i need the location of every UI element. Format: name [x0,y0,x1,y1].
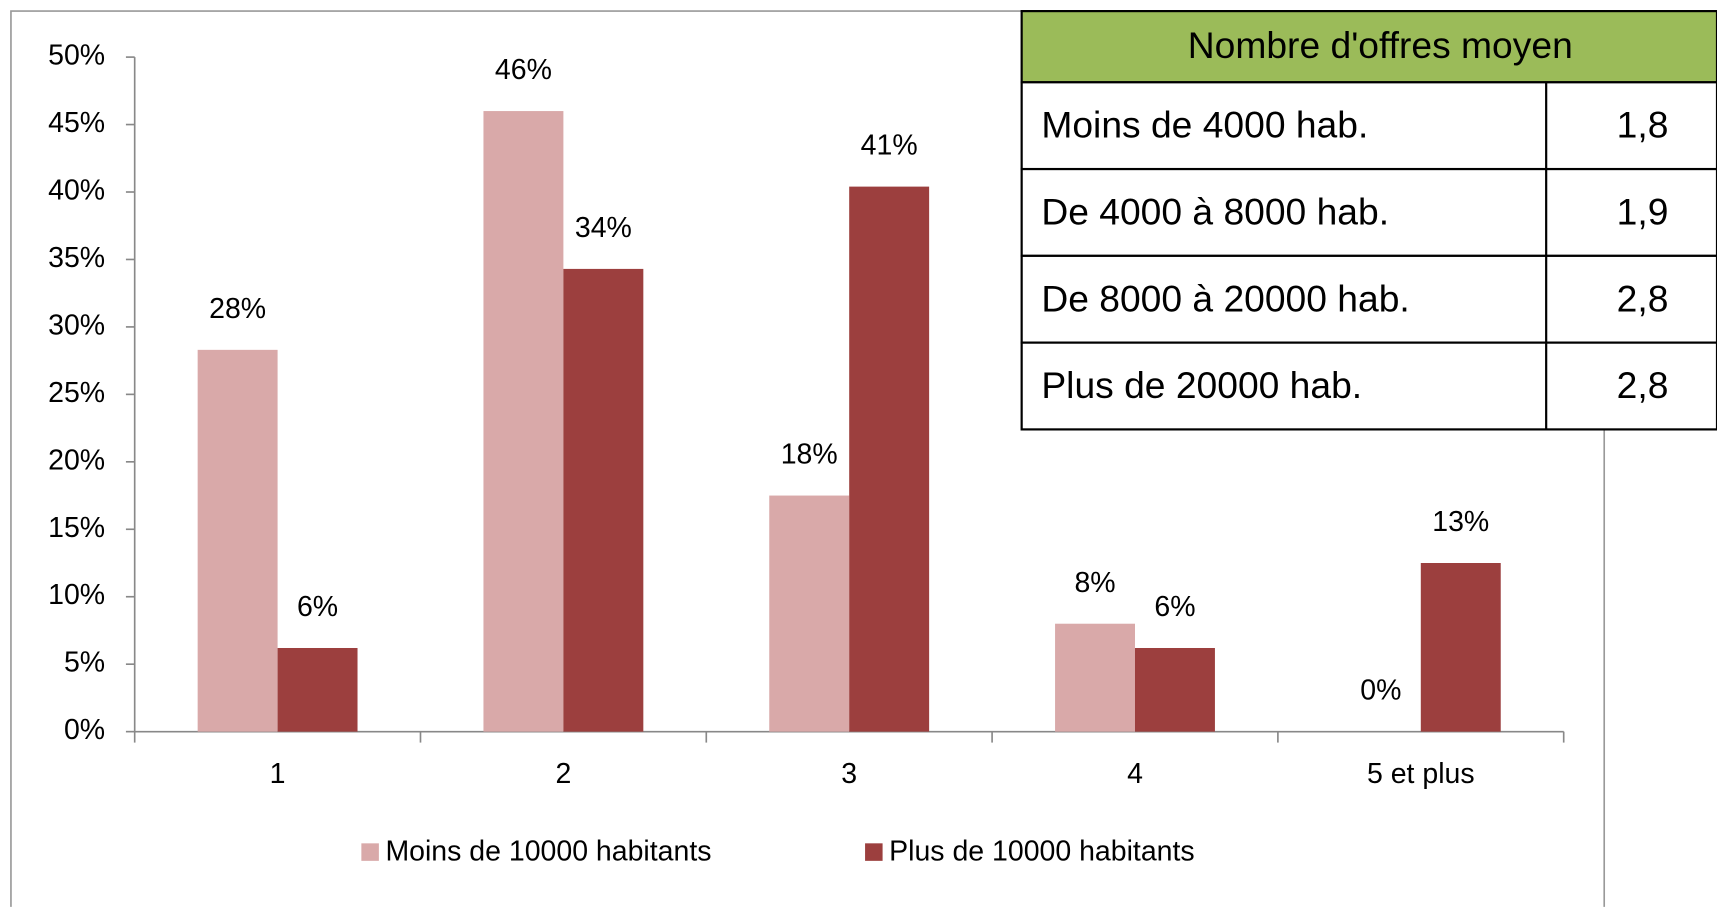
table-cell: 2,8 [1617,364,1669,406]
value-label: 34% [575,212,632,244]
table-cell: Moins de 4000 hab. [1041,104,1368,146]
table-cell: 1,9 [1617,190,1669,232]
y-tick-label: 15% [48,512,105,544]
legend-swatch [865,843,883,861]
bar [1055,623,1135,732]
bar [483,111,564,732]
y-tick-label: 0% [64,714,105,746]
y-tick-label: 25% [48,377,105,409]
value-label: 18% [781,439,838,471]
table-cell: Plus de 20000 hab. [1041,364,1362,406]
value-label: 46% [495,54,552,86]
x-tick-label: 5 et plus [1367,758,1475,790]
value-label: 41% [861,130,918,162]
bar [563,268,644,732]
legend-swatch [361,843,379,861]
x-tick-label: 1 [270,758,286,790]
table-row [1020,81,1717,171]
y-tick-label: 50% [48,40,105,72]
y-tick-label: 45% [48,107,105,139]
value-label: 6% [1154,591,1195,623]
x-tick-label: 4 [1127,758,1143,790]
bar [197,349,278,732]
y-tick-label: 30% [48,309,105,341]
legend-label: Moins de 10000 habitants [385,836,711,868]
legend-label: Plus de 10000 habitants [889,836,1194,868]
bar [277,647,358,732]
x-tick-label: 2 [555,758,571,790]
x-tick-label: 3 [841,758,857,790]
y-tick-label: 40% [48,175,105,207]
y-tick-label: 20% [48,444,105,476]
table-cell: De 4000 à 8000 hab. [1041,190,1389,232]
table-row [1020,167,1717,257]
table-row [1020,341,1717,431]
chart-frame [10,10,1606,907]
y-tick-label: 35% [48,242,105,274]
value-label: 6% [297,591,338,623]
table-cell: 1,8 [1617,104,1669,146]
bar [1420,563,1501,732]
y-tick-label: 5% [64,647,105,679]
y-tick-label: 10% [48,579,105,611]
value-label: 8% [1074,567,1115,599]
bar [769,495,850,732]
table-title: Nombre d'offres moyen [1188,24,1573,66]
table-cell: 2,8 [1617,277,1669,319]
value-label: 28% [209,293,266,325]
value-label: 0% [1360,675,1401,707]
table-cell: De 8000 à 20000 hab. [1041,277,1409,319]
value-label: 13% [1432,506,1489,538]
table-header [1020,10,1717,84]
bar [1134,647,1215,732]
bar [849,186,930,732]
